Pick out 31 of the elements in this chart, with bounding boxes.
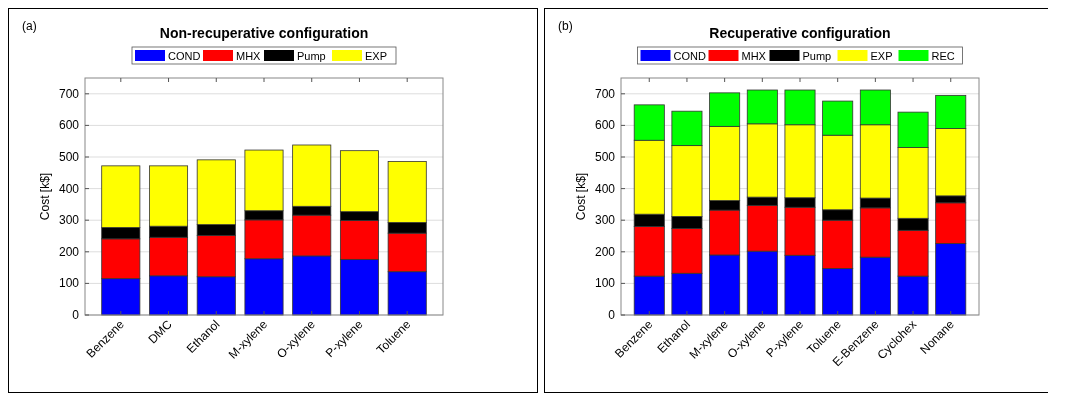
y-tick-label: 100	[594, 276, 616, 291]
y-tick-label: 700	[594, 86, 616, 101]
legend-label: REC	[931, 50, 955, 62]
y-tick-label: 600	[594, 118, 616, 133]
y-tick-label: 500	[594, 150, 616, 164]
y-tick-label: 200	[594, 244, 616, 259]
legend-label: COND	[168, 50, 201, 62]
legend-label: MHX	[236, 50, 262, 62]
y-tick-label: 300	[594, 213, 616, 228]
y-tick-label: 400	[594, 181, 616, 196]
text: (a)	[22, 19, 37, 33]
y-tick-label: 600	[58, 118, 80, 133]
legend-label: Pump	[297, 50, 326, 62]
y-tick-label: 200	[58, 244, 80, 259]
chart-title: Recuperative configuration	[709, 25, 891, 41]
y-tick-label: 700	[58, 86, 80, 101]
legend-label: Pump	[802, 50, 832, 62]
y-tick-label: 500	[58, 150, 80, 164]
y-axis-title: Cost [k$]	[574, 172, 588, 221]
y-tick-label: 0	[72, 308, 80, 322]
text: (b)	[558, 19, 573, 33]
legend-label: COND	[673, 50, 706, 62]
y-tick-label: 300	[58, 213, 80, 228]
y-tick-label: 400	[58, 181, 80, 196]
legend-label: MHX	[741, 50, 767, 62]
legend-label: EXP	[365, 50, 388, 62]
chart-title: Non-recuperative configuration	[159, 25, 369, 41]
y-axis-title: Cost [k$]	[38, 172, 52, 221]
y-tick-label: 100	[58, 276, 80, 291]
legend-label: EXP	[870, 50, 893, 62]
y-tick-label: 0	[608, 308, 616, 322]
